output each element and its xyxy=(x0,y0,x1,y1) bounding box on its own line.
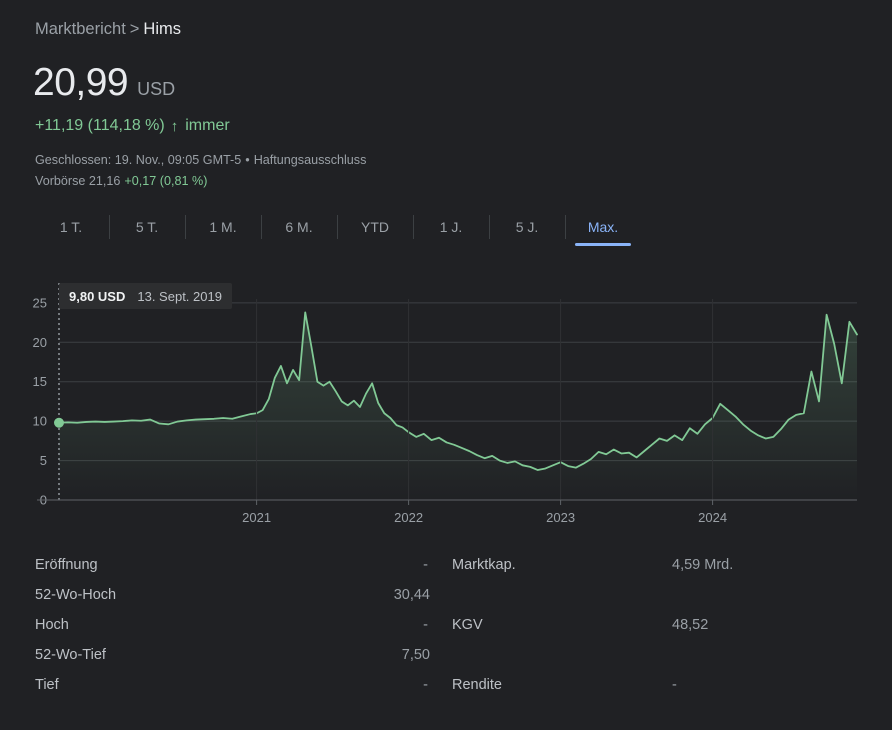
tab-5-days[interactable]: 5 T. xyxy=(109,208,185,246)
tab-label: 5 T. xyxy=(135,219,159,235)
stats-table: Eröffnung - Marktkap. 4,59 Mrd. 52-Wo-Ho… xyxy=(35,550,857,730)
market-status-line: Geschlossen: 19. Nov., 09:05 GMT-5 • Haftu… xyxy=(35,152,366,169)
tooltip-date: 13. Sept. 2019 xyxy=(137,288,222,304)
stat-value-low: - xyxy=(423,677,428,693)
stat-label-low: Tief xyxy=(35,677,59,693)
tooltip-price: 9,80 USD xyxy=(69,288,126,304)
meta-separator-dot: • xyxy=(245,153,250,167)
premarket-line: Vorbörse 21,16 +0,17 (0,81 %) xyxy=(35,173,207,190)
price-currency: USD xyxy=(137,79,176,99)
stat-label-pe-ratio: KGV xyxy=(452,617,483,633)
svg-text:2023: 2023 xyxy=(546,510,575,525)
price-change-row: +11,19 (114,18 %) ↑ immer xyxy=(35,115,230,137)
price-value: 20,99 xyxy=(33,61,129,104)
svg-text:2022: 2022 xyxy=(394,510,423,525)
price-row: 20,99 USD xyxy=(33,60,175,106)
stat-value-52w-high: 30,44 xyxy=(393,587,430,603)
stat-value-pe-ratio: 48,52 xyxy=(672,617,709,633)
price-chart[interactable]: 0 5 10 15 20 25 2021 2022 2023 2024 xyxy=(0,275,892,535)
chart-line xyxy=(58,311,858,471)
tab-6-months[interactable]: 6 M. xyxy=(261,208,337,246)
svg-text:20: 20 xyxy=(33,335,47,350)
chart-x-axis-labels: 2021 2022 2023 2024 xyxy=(242,510,727,525)
svg-text:2021: 2021 xyxy=(242,510,271,525)
svg-text:25: 25 xyxy=(33,295,47,310)
stat-value-empty xyxy=(317,700,452,730)
chart-x-axis-ticks xyxy=(37,299,857,505)
svg-text:2024: 2024 xyxy=(698,510,727,525)
stat-value-dividend-yield: - xyxy=(672,677,677,693)
chart-start-marker-dot xyxy=(54,417,64,428)
tab-1-year[interactable]: 1 J. xyxy=(413,208,489,246)
stat-value-high: - xyxy=(423,617,428,633)
breadcrumb: Marktbericht > Hims xyxy=(35,18,181,40)
stat-label-open: Eröffnung xyxy=(35,557,98,573)
disclaimer-link[interactable]: Haftungsausschluss xyxy=(253,153,367,167)
stat-label-52w-high: 52-Wo-Hoch xyxy=(35,587,117,603)
tab-label: 1 T. xyxy=(59,219,83,235)
svg-text:10: 10 xyxy=(33,414,47,429)
tab-label: 6 M. xyxy=(285,219,313,235)
svg-text:15: 15 xyxy=(33,374,47,389)
tab-label: 5 J. xyxy=(515,219,539,235)
chart-tooltip: 9,80 USD 13. Sept. 2019 xyxy=(59,283,232,309)
tab-label: 1 M. xyxy=(209,219,237,235)
range-tabs: 1 T. 5 T. 1 M. 6 M. YTD 1 J. 5 J. Max. xyxy=(33,208,641,246)
change-absolute: +11,19 xyxy=(35,117,84,134)
tab-max[interactable]: Max. xyxy=(565,208,641,246)
stat-value-52w-low: 7,50 xyxy=(401,647,430,663)
market-status-text: Geschlossen: 19. Nov., 09:05 GMT-5 xyxy=(35,153,242,167)
svg-text:5: 5 xyxy=(40,453,47,468)
tab-ytd[interactable]: YTD xyxy=(337,208,413,246)
premarket-change: +0,17 (0,81 %) xyxy=(124,174,208,188)
tab-1-day[interactable]: 1 T. xyxy=(33,208,109,246)
change-percent: (114,18 %) xyxy=(87,117,165,134)
tab-5-years[interactable]: 5 J. xyxy=(489,208,565,246)
chart-area-fill xyxy=(59,312,857,500)
arrow-up-icon: ↑ xyxy=(170,117,179,135)
tab-label: YTD xyxy=(361,219,389,235)
breadcrumb-parent-link[interactable]: Marktbericht xyxy=(35,20,126,38)
breadcrumb-current: Hims xyxy=(143,20,181,38)
stock-quote-page: Marktbericht > Hims 20,99 USD +11,19 (114,… xyxy=(0,18,892,693)
breadcrumb-separator: > xyxy=(129,20,140,38)
stat-value-market-cap: 4,59 Mrd. xyxy=(672,557,734,573)
tab-label: 1 J. xyxy=(439,219,463,235)
stat-label-dividend-yield: Rendite xyxy=(452,677,502,693)
change-period: immer xyxy=(185,117,230,134)
stat-label-high: Hoch xyxy=(35,617,69,633)
tab-1-month[interactable]: 1 M. xyxy=(185,208,261,246)
stat-label-market-cap: Marktkap. xyxy=(452,557,516,573)
premarket-price: Vorbörse 21,16 xyxy=(35,174,121,188)
stat-value-open: - xyxy=(423,557,428,573)
stat-label-52w-low: 52-Wo-Tief xyxy=(35,647,106,663)
stat-label-empty xyxy=(35,700,317,730)
tab-label: Max. xyxy=(587,219,619,235)
